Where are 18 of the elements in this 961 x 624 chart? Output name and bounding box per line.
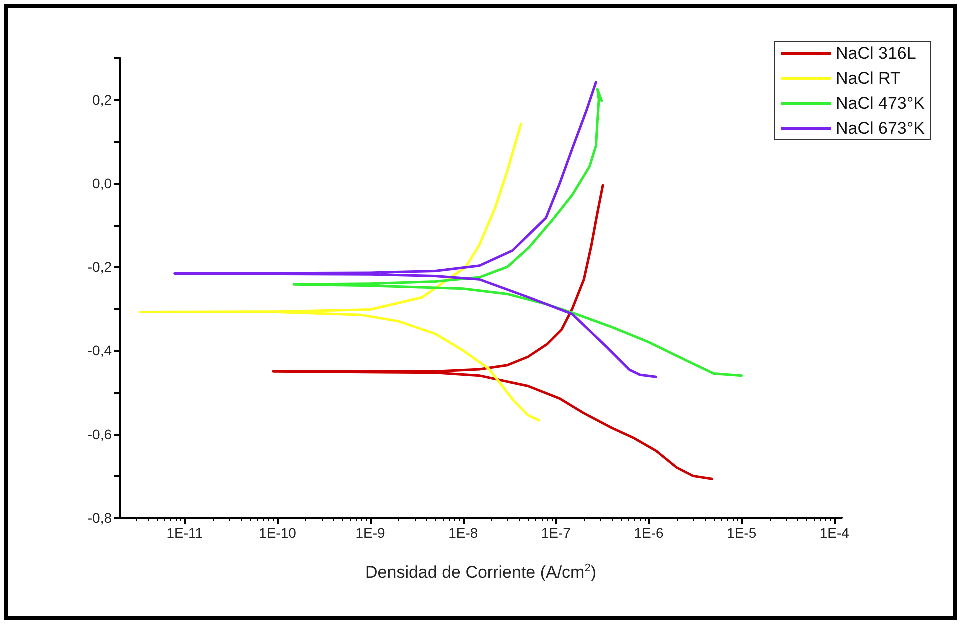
x-tick-label: 1E-7 bbox=[541, 525, 572, 541]
y-tick-label: -0,4 bbox=[88, 342, 112, 359]
x-tick-label: 1E-6 bbox=[634, 525, 664, 541]
legend-label: NaCl 673°K bbox=[836, 119, 926, 138]
x-tick-label: 1E-9 bbox=[356, 525, 386, 541]
x-tick-label: 1E-8 bbox=[448, 525, 478, 541]
x-tick-label: 1E-5 bbox=[727, 525, 757, 541]
y-tick-label: 0,0 bbox=[92, 175, 112, 192]
x-tick-label: 1E-4 bbox=[820, 525, 850, 541]
legend-label: NaCl 473°K bbox=[836, 94, 926, 113]
legend-label: NaCl 316L bbox=[836, 44, 916, 63]
legend-label: NaCl RT bbox=[836, 69, 901, 88]
x-tick-label: 1E-11 bbox=[166, 525, 204, 541]
y-tick-label: 0,2 bbox=[92, 92, 112, 108]
y-tick-label: -0,6 bbox=[88, 426, 112, 442]
x-tick-label: 1E-10 bbox=[259, 525, 297, 541]
y-tick-label: -0,8 bbox=[88, 510, 112, 526]
y-tick-label: -0,2 bbox=[88, 259, 112, 276]
